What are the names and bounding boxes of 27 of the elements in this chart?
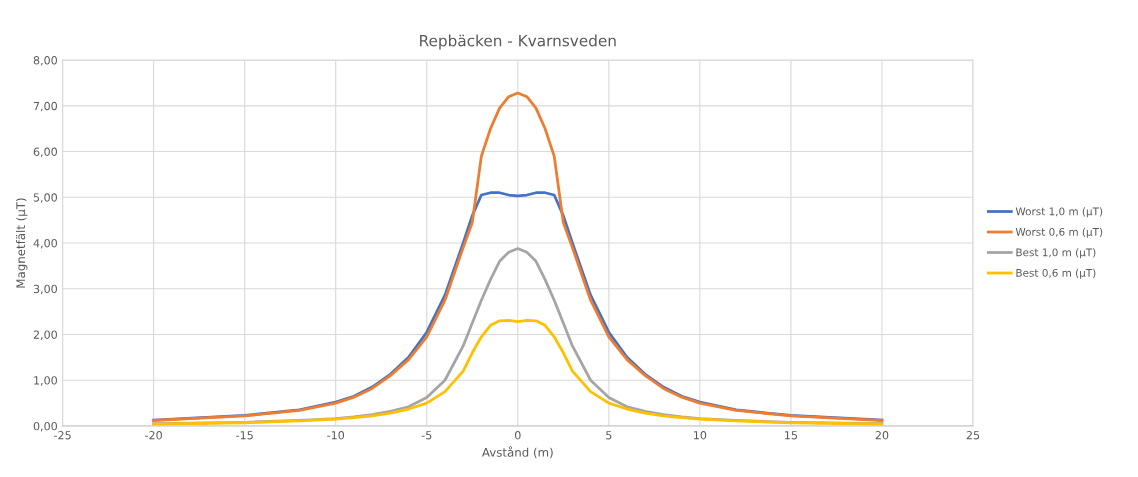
y-tick-label: 1,00 [34, 376, 57, 386]
x-tick-label: 5 [606, 431, 612, 440]
chart-title: Repbäcken - Kvarnsveden [420, 34, 616, 50]
x-tick-label: -10 [327, 431, 345, 440]
legend-label: Worst 1,0 m (µT) [1015, 207, 1103, 218]
legend-label: Best 0,6 m (µT) [1016, 268, 1096, 279]
x-tick-label: -20 [145, 431, 162, 440]
x-axis-title: Avstånd (m) [481, 446, 553, 459]
y-tick-label: 3,00 [33, 284, 57, 295]
x-tick-label: 10 [694, 431, 707, 440]
y-tick-label: 0,00 [33, 421, 57, 432]
y-tick-label: 7,00 [33, 101, 57, 112]
x-tick-label: 15 [785, 431, 798, 440]
y-tick-label: 8,00 [33, 56, 57, 66]
legend-label: Worst 0,6 m (µT) [1015, 227, 1103, 238]
y-tick-label: 5,00 [33, 193, 57, 203]
x-tick-label: 20 [875, 431, 889, 440]
y-axis-title: Magnetfält (µT) [16, 198, 28, 288]
y-tick-label: 6,00 [33, 147, 57, 158]
x-tick-label: 25 [966, 431, 980, 440]
y-tick-label: 4,00 [33, 239, 57, 249]
x-tick-label: -5 [421, 431, 432, 440]
legend-label: Best 1,0 m (µT) [1016, 248, 1096, 259]
y-tick-label: 2,00 [33, 330, 57, 341]
x-tick-label: -25 [54, 431, 71, 440]
x-tick-label: 0 [514, 431, 521, 440]
x-tick-label: -15 [236, 431, 253, 440]
